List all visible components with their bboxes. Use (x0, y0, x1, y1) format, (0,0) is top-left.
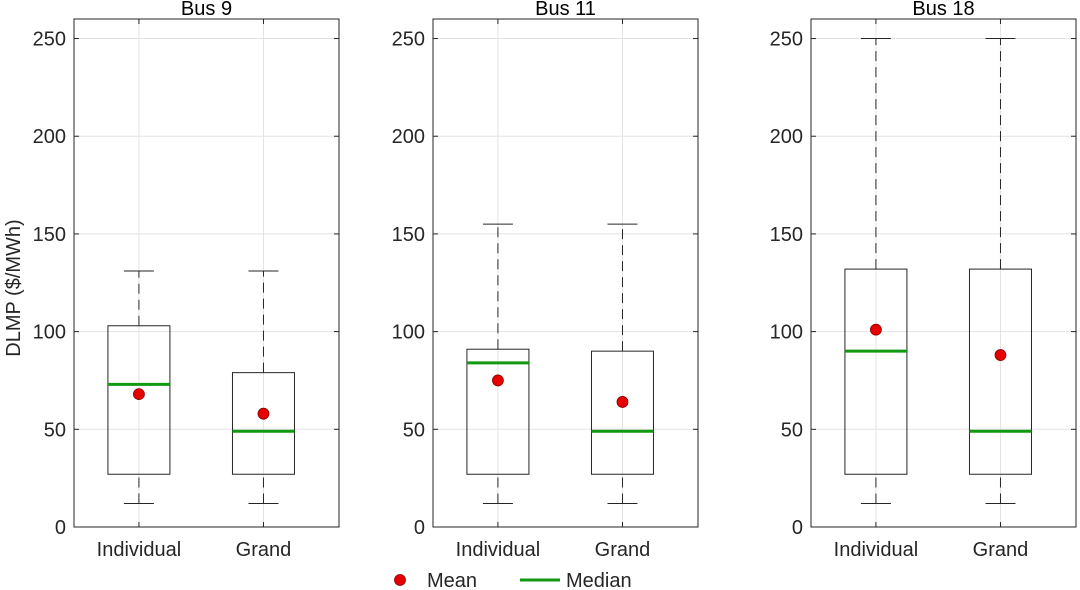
y-tick-label: 50 (44, 419, 66, 441)
plot-area-background (433, 19, 698, 527)
box-iqr (968, 268, 1032, 475)
panel-bus-3: 0 50 100 150 200 250 Individual Grand Bus 18 (770, 0, 1077, 561)
x-tick-label: Individual (456, 539, 541, 561)
y-tick-label: 0 (55, 517, 66, 539)
y-tick-label: 200 (770, 126, 803, 148)
mean-marker (616, 396, 629, 408)
y-tick-label: 100 (770, 322, 803, 344)
mean-marker (994, 349, 1007, 361)
legend-mean-label: Mean (427, 570, 477, 590)
y-tick-label: 50 (781, 419, 803, 441)
x-tick-label: Individual (97, 539, 182, 561)
panel-title: Bus 11 (535, 0, 596, 20)
plot-area-background (74, 19, 339, 527)
box-iqr (231, 372, 295, 475)
box-iqr (590, 350, 654, 475)
axes-frame (73, 18, 340, 528)
mean-marker (870, 323, 882, 336)
mean-marker (492, 374, 504, 387)
y-tick-label: 100 (392, 322, 425, 344)
y-tick-label: 250 (770, 29, 803, 51)
axes-frame (810, 18, 1077, 528)
box-iqr (107, 325, 171, 475)
y-tick-label: 100 (33, 322, 66, 344)
axes-frame (432, 18, 699, 528)
y-tick-label: 250 (392, 29, 425, 51)
mean-marker (133, 388, 145, 401)
panel-bus-1: 0 50 100 150 200 250 Individual Grand Bus 9 (33, 0, 340, 561)
y-tick-label: 200 (33, 126, 66, 148)
x-tick-label: Grand (236, 539, 292, 561)
y-tick-label: 200 (392, 126, 425, 148)
box-iqr (844, 268, 908, 475)
y-tick-label: 250 (33, 29, 66, 51)
mean-marker (257, 407, 270, 420)
y-tick-label: 0 (792, 517, 803, 539)
y-tick-label: 0 (414, 517, 425, 539)
legend: Mean Median (394, 570, 632, 590)
legend-mean-marker (394, 574, 406, 586)
legend-median-label: Median (566, 570, 632, 590)
panel-bus-2: 0 50 100 150 200 250 Individual Grand Bus 11 (392, 0, 699, 561)
x-tick-label: Grand (595, 539, 651, 561)
box-iqr (466, 348, 530, 475)
y-tick-label: 150 (392, 224, 425, 246)
y-tick-label: 150 (33, 224, 66, 246)
panel-title: Bus 9 (181, 0, 232, 20)
plot-area-background (811, 19, 1076, 527)
y-tick-label: 150 (770, 224, 803, 246)
panel-title: Bus 18 (912, 0, 974, 20)
x-tick-label: Grand (973, 539, 1029, 561)
x-tick-label: Individual (834, 539, 919, 561)
y-tick-label: 50 (403, 419, 425, 441)
y-axis-label: DLMP ($/MWh) (3, 219, 25, 356)
